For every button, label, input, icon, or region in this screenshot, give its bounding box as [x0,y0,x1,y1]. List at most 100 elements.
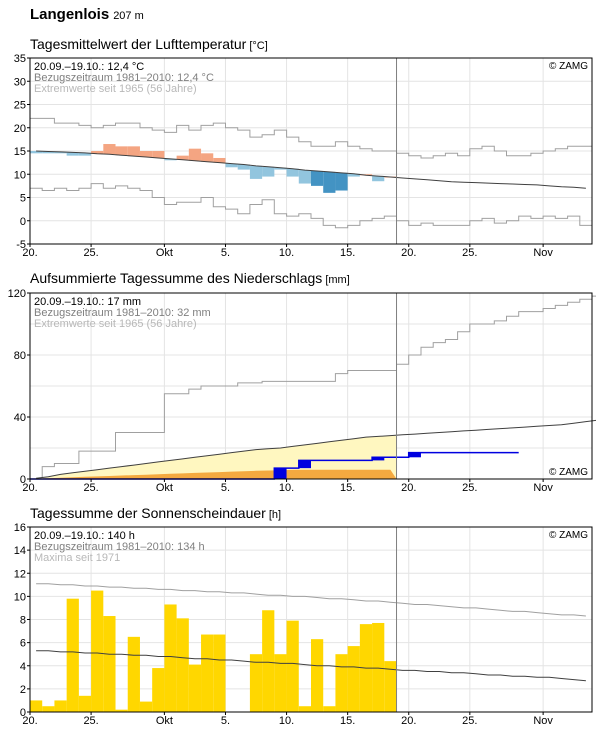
temp-anomaly-bar [298,170,311,184]
precipitation-legend-line: Extremwerte seit 1965 (56 Jahre) [34,318,197,330]
sunshine-bar [213,634,226,712]
sunshine-legend-line: Maxima seit 1971 [34,552,120,564]
temperature-y-tick-label: 15 [14,146,26,158]
sunshine-mean-line [36,650,586,682]
sunshine-y-tick-label: 2 [20,684,26,696]
precip-daily-bar [372,457,385,461]
temp-anomaly-bar [54,151,67,154]
sunshine-y-tick-label: 0 [20,707,26,719]
sunshine-bar [127,636,140,712]
sunshine-y-tick-label: 4 [20,661,26,673]
temperature-x-tick-label: 5. [221,247,230,259]
sunshine-bar [115,709,128,712]
sunshine-bar [66,598,79,712]
temperature-x-tick-label: Okt [156,247,173,259]
precipitation-x-tick-label: 20. [22,482,37,494]
temp-anomaly-bar [139,151,153,158]
temp-anomaly-bar [201,153,214,162]
precipitation-watermark: © ZAMG [549,467,588,478]
sunshine-bar [78,695,92,712]
sunshine-x-tick-label: 25. [462,715,477,727]
temperature-legend-line: 20.09.–19.10.: 12,4 °C [34,61,144,73]
temp-anomaly-bar [372,176,385,182]
sunshine-bar [335,654,348,712]
precipitation-x-tick-label: 5. [221,482,230,494]
sunshine-bar [286,620,299,712]
temp-anomaly-bar [213,157,226,163]
temp-anomaly-bar [225,163,238,168]
temperature-legend-line: Bezugszeitraum 1981–2010: 12,4 °C [34,72,214,84]
temperature-y-tick-label: 10 [14,169,26,181]
sunshine-bar [91,590,104,712]
temperature-watermark: © ZAMG [549,61,588,72]
sunshine-bar [103,616,116,712]
temp-anomaly-bar [164,158,177,161]
sunshine-y-tick-label: 14 [14,545,26,557]
precipitation-x-tick-label: Nov [533,482,553,494]
temp-anomaly-bar [188,148,202,161]
sunshine-bar [249,654,263,712]
precip-daily-bar [408,452,421,458]
temp-anomaly-bar [311,170,324,186]
temperature-y-tick-label: 30 [14,76,26,88]
precipitation-y-tick-label: 120 [8,288,26,300]
sunshine-bar [323,706,336,712]
sunshine-max-line [36,583,586,617]
sunshine-bar [298,706,311,712]
temperature-title-text: Tagesmittelwert der Lufttemperatur [30,36,247,52]
sunshine-bar [30,700,43,712]
sunshine-legend-line: 20.09.–19.10.: 140 h [34,530,135,542]
precip-daily-bar [298,460,311,469]
sunshine-bar [188,664,202,712]
temperature-x-tick-label: 20. [22,247,37,259]
temp-anomaly-bar [127,146,140,157]
temp-anomaly-bar [286,168,299,177]
station-altitude: 207 m [113,10,144,22]
temperature-title: Tagesmittelwert der Lufttemperatur [°C] [30,36,268,52]
temperature-x-tick-label: Nov [533,247,553,259]
sunshine-bar [372,622,385,712]
temperature-y-tick-label: 25 [14,100,26,112]
sunshine-bar [274,654,287,712]
precipitation-x-tick-label: 20. [401,482,416,494]
temperature-y-tick-label: 20 [14,123,26,135]
temperature-legend-line: Extremwerte seit 1965 (56 Jahre) [34,83,197,95]
temp-anomaly-bar [91,151,104,154]
temp-anomaly-bar [274,167,287,170]
sunshine-x-tick-label: Okt [156,715,173,727]
precip-low-area [30,469,397,479]
temperature-unit: [°C] [249,40,268,52]
temp-anomaly-bar [103,144,116,155]
precipitation-title-text: Aufsummierte Tagessumme des Niederschlag… [30,270,323,286]
sunshine-bar [54,700,67,712]
precipitation-y-tick-label: 40 [14,412,26,424]
precip-extreme-max-line [30,295,596,480]
sunshine-bar [164,604,177,712]
sunshine-y-tick-label: 10 [14,591,26,603]
temp-anomaly-bar [262,166,275,177]
sunshine-bar [262,610,275,712]
sunshine-y-tick-label: 8 [20,615,26,627]
temp-anomaly-bar [78,152,92,156]
temp-extreme-max-line [30,117,592,159]
precipitation-plot-frame [29,292,593,480]
temperature-y-tick-label: 0 [20,216,26,228]
sunshine-bar [384,661,397,712]
precip-daily-bar [274,468,287,479]
sunshine-x-tick-label: 25. [83,715,98,727]
sunshine-title: Tagessumme der Sonnenscheindauer [h] [30,505,281,521]
sunshine-x-tick-label: 20. [401,715,416,727]
sunshine-x-tick-label: Nov [533,715,553,727]
sunshine-bar [201,634,214,712]
sunshine-bar [152,668,165,712]
sunshine-y-tick-label: 16 [14,522,26,534]
temp-anomaly-bar [66,152,79,156]
sunshine-x-tick-label: 5. [221,715,230,727]
precipitation-title: Aufsummierte Tagessumme des Niederschlag… [30,270,350,286]
sunshine-x-tick-label: 10. [279,715,294,727]
sunshine-bar [42,706,55,712]
precipitation-x-tick-label: 25. [83,482,98,494]
precipitation-y-tick-label: 80 [14,350,26,362]
